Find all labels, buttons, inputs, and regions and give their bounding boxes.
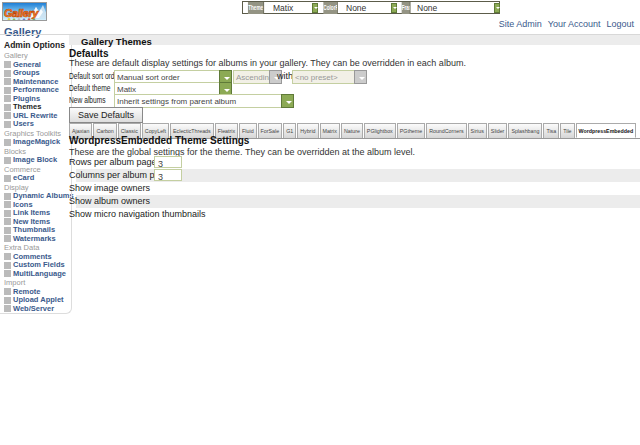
svg-text:Gallery: Gallery: [4, 7, 39, 19]
